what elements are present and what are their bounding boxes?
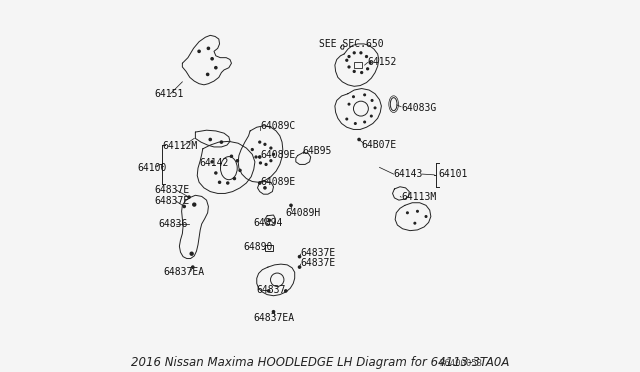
Circle shape bbox=[220, 141, 223, 143]
Circle shape bbox=[353, 52, 355, 54]
Text: 64089E: 64089E bbox=[260, 177, 296, 186]
Circle shape bbox=[364, 121, 365, 123]
Text: 64837E: 64837E bbox=[301, 259, 336, 268]
Text: 64894: 64894 bbox=[253, 218, 282, 228]
Circle shape bbox=[209, 138, 211, 141]
Circle shape bbox=[191, 266, 194, 268]
Circle shape bbox=[264, 187, 266, 189]
Circle shape bbox=[355, 123, 356, 124]
Text: 64837E: 64837E bbox=[301, 248, 336, 258]
Circle shape bbox=[227, 182, 228, 184]
Circle shape bbox=[371, 115, 372, 117]
Text: 2016 Nissan Maxima HOODLEDGE LH Diagram for 64113-3TA0A: 2016 Nissan Maxima HOODLEDGE LH Diagram … bbox=[131, 356, 509, 369]
Text: 64837E: 64837E bbox=[154, 185, 189, 195]
Circle shape bbox=[188, 196, 190, 198]
Circle shape bbox=[270, 160, 272, 162]
Text: 64083G: 64083G bbox=[402, 103, 437, 113]
Circle shape bbox=[273, 311, 275, 313]
Circle shape bbox=[236, 160, 239, 162]
Text: 64113M: 64113M bbox=[401, 192, 436, 202]
Text: 64089H: 64089H bbox=[286, 208, 321, 218]
Circle shape bbox=[414, 222, 415, 224]
Circle shape bbox=[353, 96, 355, 97]
Circle shape bbox=[259, 182, 261, 184]
Text: 64089C: 64089C bbox=[260, 121, 296, 131]
Text: 64101: 64101 bbox=[438, 169, 468, 179]
Text: 64837: 64837 bbox=[257, 285, 286, 295]
Circle shape bbox=[348, 55, 350, 58]
Text: R6400053: R6400053 bbox=[439, 359, 482, 368]
Text: 64837E: 64837E bbox=[154, 196, 189, 206]
Circle shape bbox=[360, 52, 362, 54]
Circle shape bbox=[215, 67, 217, 69]
Circle shape bbox=[353, 71, 355, 72]
Text: 64100: 64100 bbox=[138, 163, 167, 173]
Circle shape bbox=[259, 141, 260, 143]
Circle shape bbox=[361, 71, 363, 74]
Circle shape bbox=[265, 164, 267, 165]
Circle shape bbox=[218, 181, 221, 183]
Circle shape bbox=[255, 156, 257, 158]
Circle shape bbox=[346, 60, 348, 61]
Circle shape bbox=[268, 290, 270, 292]
Circle shape bbox=[358, 138, 360, 141]
Circle shape bbox=[374, 107, 376, 109]
Circle shape bbox=[239, 169, 241, 171]
Circle shape bbox=[348, 103, 350, 105]
Text: 64089E: 64089E bbox=[260, 151, 296, 160]
Text: SEE SEC.650: SEE SEC.650 bbox=[319, 39, 384, 49]
Circle shape bbox=[346, 118, 348, 120]
Circle shape bbox=[298, 256, 301, 258]
Circle shape bbox=[259, 156, 261, 158]
Text: 64836: 64836 bbox=[158, 219, 188, 229]
Circle shape bbox=[270, 147, 272, 149]
Circle shape bbox=[230, 155, 232, 157]
Circle shape bbox=[193, 203, 196, 206]
Circle shape bbox=[367, 68, 369, 70]
Bar bbox=[354, 62, 362, 68]
Circle shape bbox=[207, 73, 209, 76]
Circle shape bbox=[406, 212, 408, 214]
Circle shape bbox=[348, 66, 350, 68]
Text: 64143: 64143 bbox=[394, 169, 423, 179]
Circle shape bbox=[290, 204, 292, 206]
Circle shape bbox=[215, 172, 217, 174]
Circle shape bbox=[371, 100, 373, 101]
Circle shape bbox=[425, 216, 427, 217]
Circle shape bbox=[369, 61, 371, 64]
Circle shape bbox=[298, 266, 301, 268]
Circle shape bbox=[268, 219, 271, 221]
Circle shape bbox=[211, 58, 213, 60]
Circle shape bbox=[190, 252, 193, 255]
Text: 64151: 64151 bbox=[154, 89, 184, 99]
Circle shape bbox=[417, 211, 419, 212]
Circle shape bbox=[364, 94, 365, 96]
Circle shape bbox=[198, 50, 200, 52]
Circle shape bbox=[273, 154, 275, 155]
Circle shape bbox=[264, 144, 266, 145]
Bar bbox=[265, 245, 273, 251]
Circle shape bbox=[365, 55, 367, 58]
Circle shape bbox=[260, 162, 261, 164]
Text: 64890: 64890 bbox=[244, 243, 273, 252]
Text: 64152: 64152 bbox=[367, 58, 397, 67]
Text: 64142: 64142 bbox=[199, 158, 228, 168]
Text: 64B07E: 64B07E bbox=[361, 140, 396, 150]
Circle shape bbox=[183, 205, 186, 208]
Text: 64112M: 64112M bbox=[162, 141, 197, 151]
Text: 64837EA: 64837EA bbox=[164, 267, 205, 276]
Circle shape bbox=[207, 47, 209, 49]
Text: 64837EA: 64837EA bbox=[254, 313, 295, 323]
Circle shape bbox=[234, 177, 236, 180]
Text: 64B95: 64B95 bbox=[302, 146, 332, 155]
Circle shape bbox=[211, 161, 213, 163]
Circle shape bbox=[252, 149, 253, 151]
Circle shape bbox=[285, 290, 287, 292]
